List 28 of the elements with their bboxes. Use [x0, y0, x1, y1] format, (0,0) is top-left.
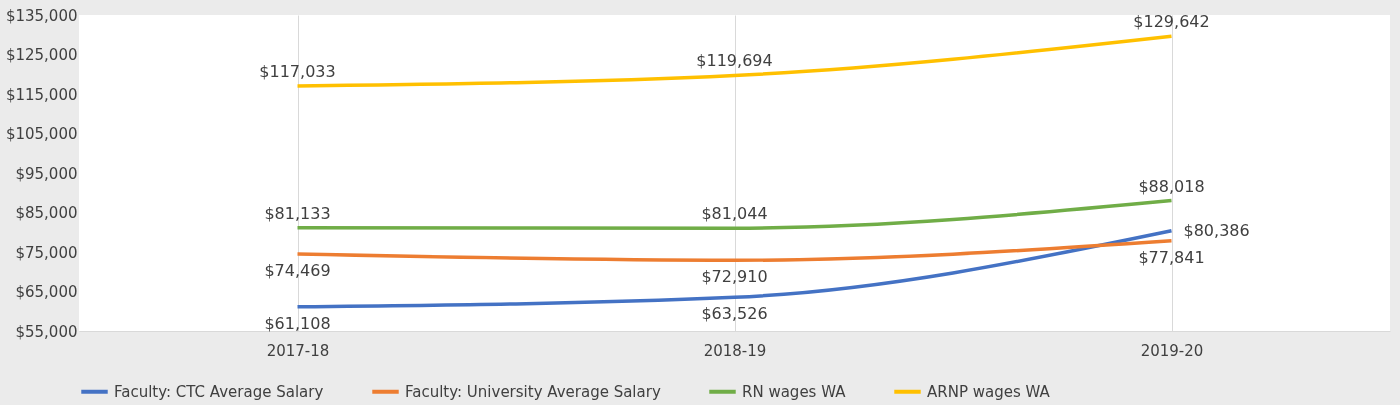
data-label: $88,018: [1138, 176, 1205, 196]
x-tick-label: 2017-18: [266, 341, 330, 360]
legend-label: Faculty: CTC Average Salary: [114, 382, 324, 401]
data-label: $74,469: [264, 261, 331, 281]
y-tick-label: $125,000: [5, 46, 78, 64]
y-tick-label: $85,000: [15, 204, 78, 222]
data-label: $77,841: [1138, 247, 1205, 267]
y-tick-label: $95,000: [15, 164, 78, 183]
y-tick-label: $105,000: [5, 125, 78, 143]
y-tick-label: $65,000: [15, 283, 78, 301]
data-label: $61,108: [264, 313, 331, 333]
data-label: $81,133: [264, 203, 331, 223]
data-label: $117,033: [259, 61, 336, 81]
legend-label: Faculty: University Average Salary: [405, 382, 661, 401]
legend-label: RN wages WA: [742, 382, 847, 401]
y-tick-label: $115,000: [5, 85, 78, 104]
y-tick-label: $135,000: [5, 6, 78, 25]
y-tick-label: $55,000: [15, 322, 78, 341]
x-tick-label: 2018-19: [703, 341, 767, 360]
y-tick-label: $75,000: [15, 243, 78, 262]
data-label: $129,642: [1133, 12, 1210, 32]
data-label: $63,526: [701, 304, 768, 324]
data-label: $119,694: [696, 51, 773, 71]
data-label: $80,386: [1183, 220, 1250, 240]
data-label: $81,044: [701, 204, 768, 224]
data-label: $72,910: [701, 267, 768, 287]
legend-label: ARNP wages WA: [927, 382, 1051, 401]
x-tick-label: 2019-20: [1140, 341, 1204, 360]
